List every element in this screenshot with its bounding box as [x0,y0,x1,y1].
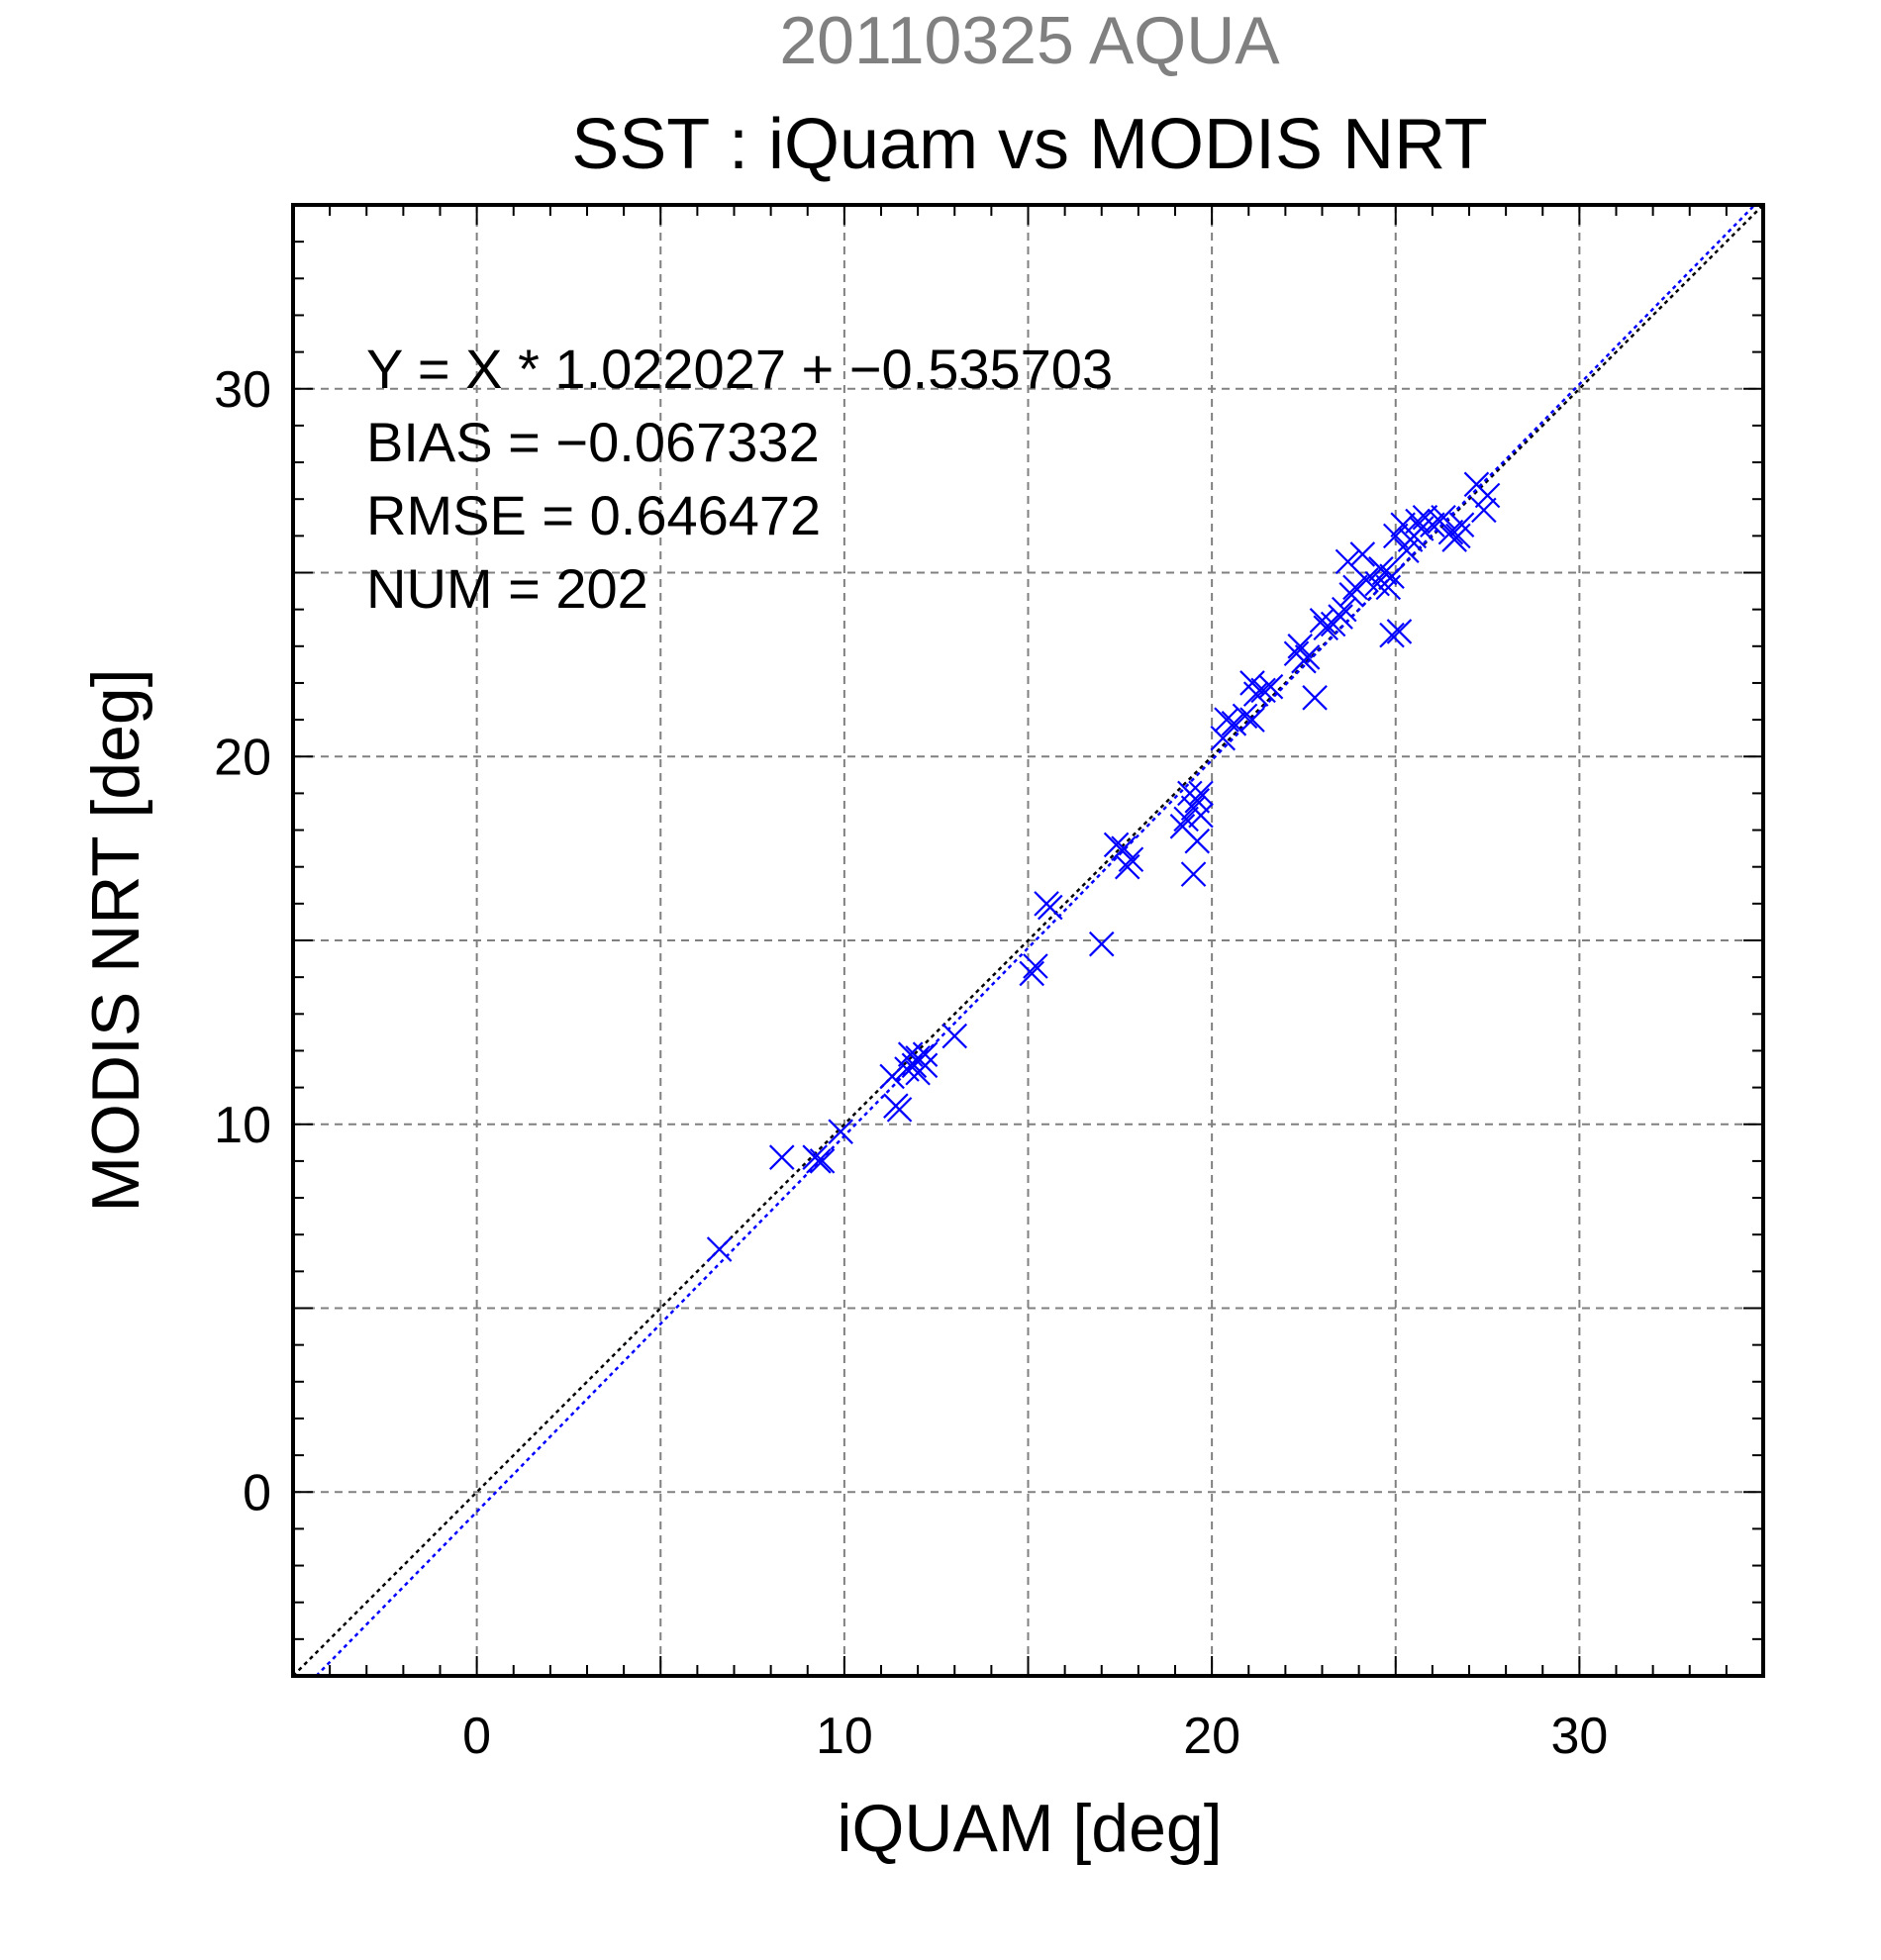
data-point [1188,780,1214,807]
data-point [1448,512,1475,538]
data-point [1232,703,1258,730]
data-point [1471,497,1497,524]
x-tick-label: 20 [1183,1708,1240,1765]
plot-frame [291,203,1765,1678]
data-point [1023,953,1048,979]
y-tick-label: 10 [214,1097,271,1154]
data-point [1239,707,1265,733]
data-point [1287,634,1313,659]
data-point [1038,894,1063,921]
data-point [912,1052,939,1079]
data-points [706,471,1501,1262]
data-point [1257,673,1284,700]
data-point [1302,685,1328,711]
data-point [1019,960,1044,987]
data-point [1382,523,1409,549]
data-point [1180,861,1207,887]
reference-lines [292,204,1764,1677]
data-point [1342,574,1368,601]
data-point [1114,853,1140,880]
data-point [941,1023,968,1049]
regression-line [315,204,1756,1677]
data-point [1349,541,1376,567]
chart-title: SST : iQuam vs MODIS NRT [571,105,1488,184]
data-point [806,1148,832,1174]
x-tick-label: 10 [816,1708,873,1765]
y-tick-label: 0 [243,1464,271,1521]
data-point [886,1097,913,1123]
data-point [1371,559,1398,586]
x-tick-label: 0 [462,1708,491,1765]
data-point [1118,846,1144,873]
identity-line [292,204,1764,1677]
data-point [768,1144,795,1170]
data-point [1379,563,1405,589]
data-point [706,1236,733,1262]
y-tick-label: 30 [214,361,271,419]
data-point [1474,482,1501,509]
data-point [1420,512,1445,538]
stats-annotation: Y = X * 1.022027 + −0.535703 BIAS = −0.0… [366,338,1113,620]
data-point [1294,644,1321,670]
data-point [1184,828,1211,854]
data-point [1332,596,1357,623]
fit-equation: Y = X * 1.022027 + −0.535703 [366,338,1113,400]
data-point [1437,519,1464,545]
data-point [1173,806,1199,833]
data-point [1188,802,1214,829]
x-tick-label: 30 [1550,1708,1608,1765]
data-point [828,1119,853,1144]
data-point [1431,504,1456,531]
bias-value: BIAS = −0.067332 [366,411,820,473]
data-point [1379,622,1405,648]
y-tick-label: 20 [214,729,271,786]
data-point [1250,677,1276,704]
data-point [879,1063,905,1090]
data-point [809,1148,836,1174]
num-value: NUM = 202 [366,557,648,620]
y-axis-label: MODIS NRT [deg] [78,668,153,1212]
data-point [1386,619,1413,644]
data-point [1088,931,1115,957]
data-point [912,1041,939,1067]
data-point [1328,604,1353,630]
rmse-value: RMSE = 0.646472 [366,484,821,546]
data-point [1184,788,1211,814]
data-point [1405,508,1431,535]
tick-labels: 0 10 20 30 0 10 20 30 [214,361,1608,1765]
x-axis-label: iQUAM [deg] [837,1791,1222,1866]
chart-subtitle: 20110325 AQUA [779,3,1280,78]
data-point [1242,681,1269,707]
